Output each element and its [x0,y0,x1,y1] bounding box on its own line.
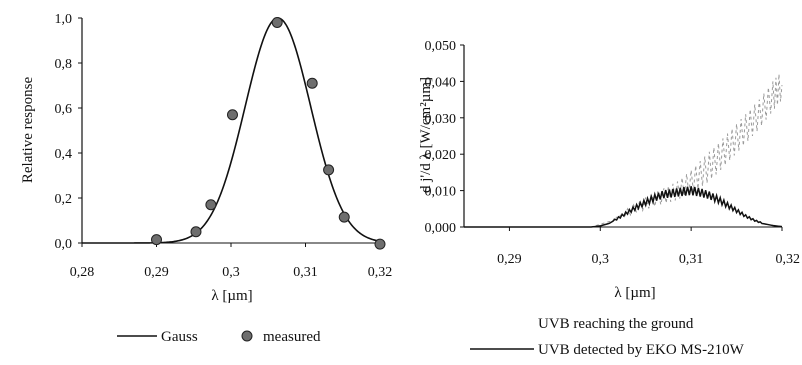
chart-relative-response: 0,0 0,2 0,4 0,6 0,8 1,0 0,28 0,29 0,3 0,31 0,32 R… [20,12,392,345]
measured-point-7 [338,211,350,223]
y-tick-label-right-0: 0,000 [425,221,457,236]
x-axis-label-left: λ [µm] [211,288,252,304]
measured-point-8 [374,238,386,250]
y-tick-label-right-3: 0,030 [425,112,457,127]
legend-ground-label: UVB reaching the ground [538,316,694,332]
measured-point-0 [151,234,162,246]
y-axis-label-right: d j'/d λ [W/cm²µm] [418,77,434,193]
y-tick-label-left-5: 1,0 [55,12,73,27]
y-tick-label-left-1: 0,2 [55,192,73,207]
measured-point-4 [271,17,283,28]
y-tick-label-left-2: 0,4 [55,147,73,162]
y-tick-label-right-2: 0,020 [425,148,457,163]
x-tick-label-left-0: 0,28 [70,265,95,280]
x-tick-label-left-3: 0,31 [293,265,318,280]
y-axis-label-left: Relative response [20,77,36,184]
legend-gauss-label: Gauss [161,329,198,345]
legend-detected-label: UVB detected by EKO MS-210W [538,342,745,358]
y-tick-label-right-4: 0,040 [425,75,457,90]
y-tick-label-right-1: 0,010 [425,185,457,200]
measured-point-6 [323,164,335,176]
measured-point-5 [306,77,318,89]
series-uvb-ground-line [464,74,783,228]
measured-point-2 [205,199,217,211]
x-tick-label-left-4: 0,32 [368,265,393,280]
y-tick-label-left-4: 0,8 [55,57,73,72]
series-uvb-detected-line [464,186,783,228]
y-axis-label-right-text: d j'/d λ [W/cm²µm] [418,77,434,193]
y-tick-label-left-3: 0,6 [55,102,73,117]
measured-point-1 [190,226,202,238]
y-tick-label-left-0: 0,0 [55,237,73,252]
x-tick-label-right-1: 0,3 [592,252,610,267]
x-tick-label-right-0: 0,29 [497,252,522,267]
x-tick-label-left-1: 0,29 [144,265,169,280]
chart-uvb-spectrum: 0,000 0,010 0,020 0,030 0,040 0,050 0,29 0,3 0,… [418,39,800,358]
measured-point-3 [226,109,238,121]
legend-measured-marker [241,330,253,342]
legend-measured-label: measured [263,329,321,345]
x-tick-label-right-3: 0,32 [776,252,801,267]
x-tick-label-left-2: 0,3 [222,265,240,280]
x-axis-label-right: λ [µm] [614,285,655,301]
series-gauss-line [82,17,381,244]
x-tick-label-right-2: 0,31 [679,252,704,267]
y-tick-label-right-5: 0,050 [425,39,457,54]
